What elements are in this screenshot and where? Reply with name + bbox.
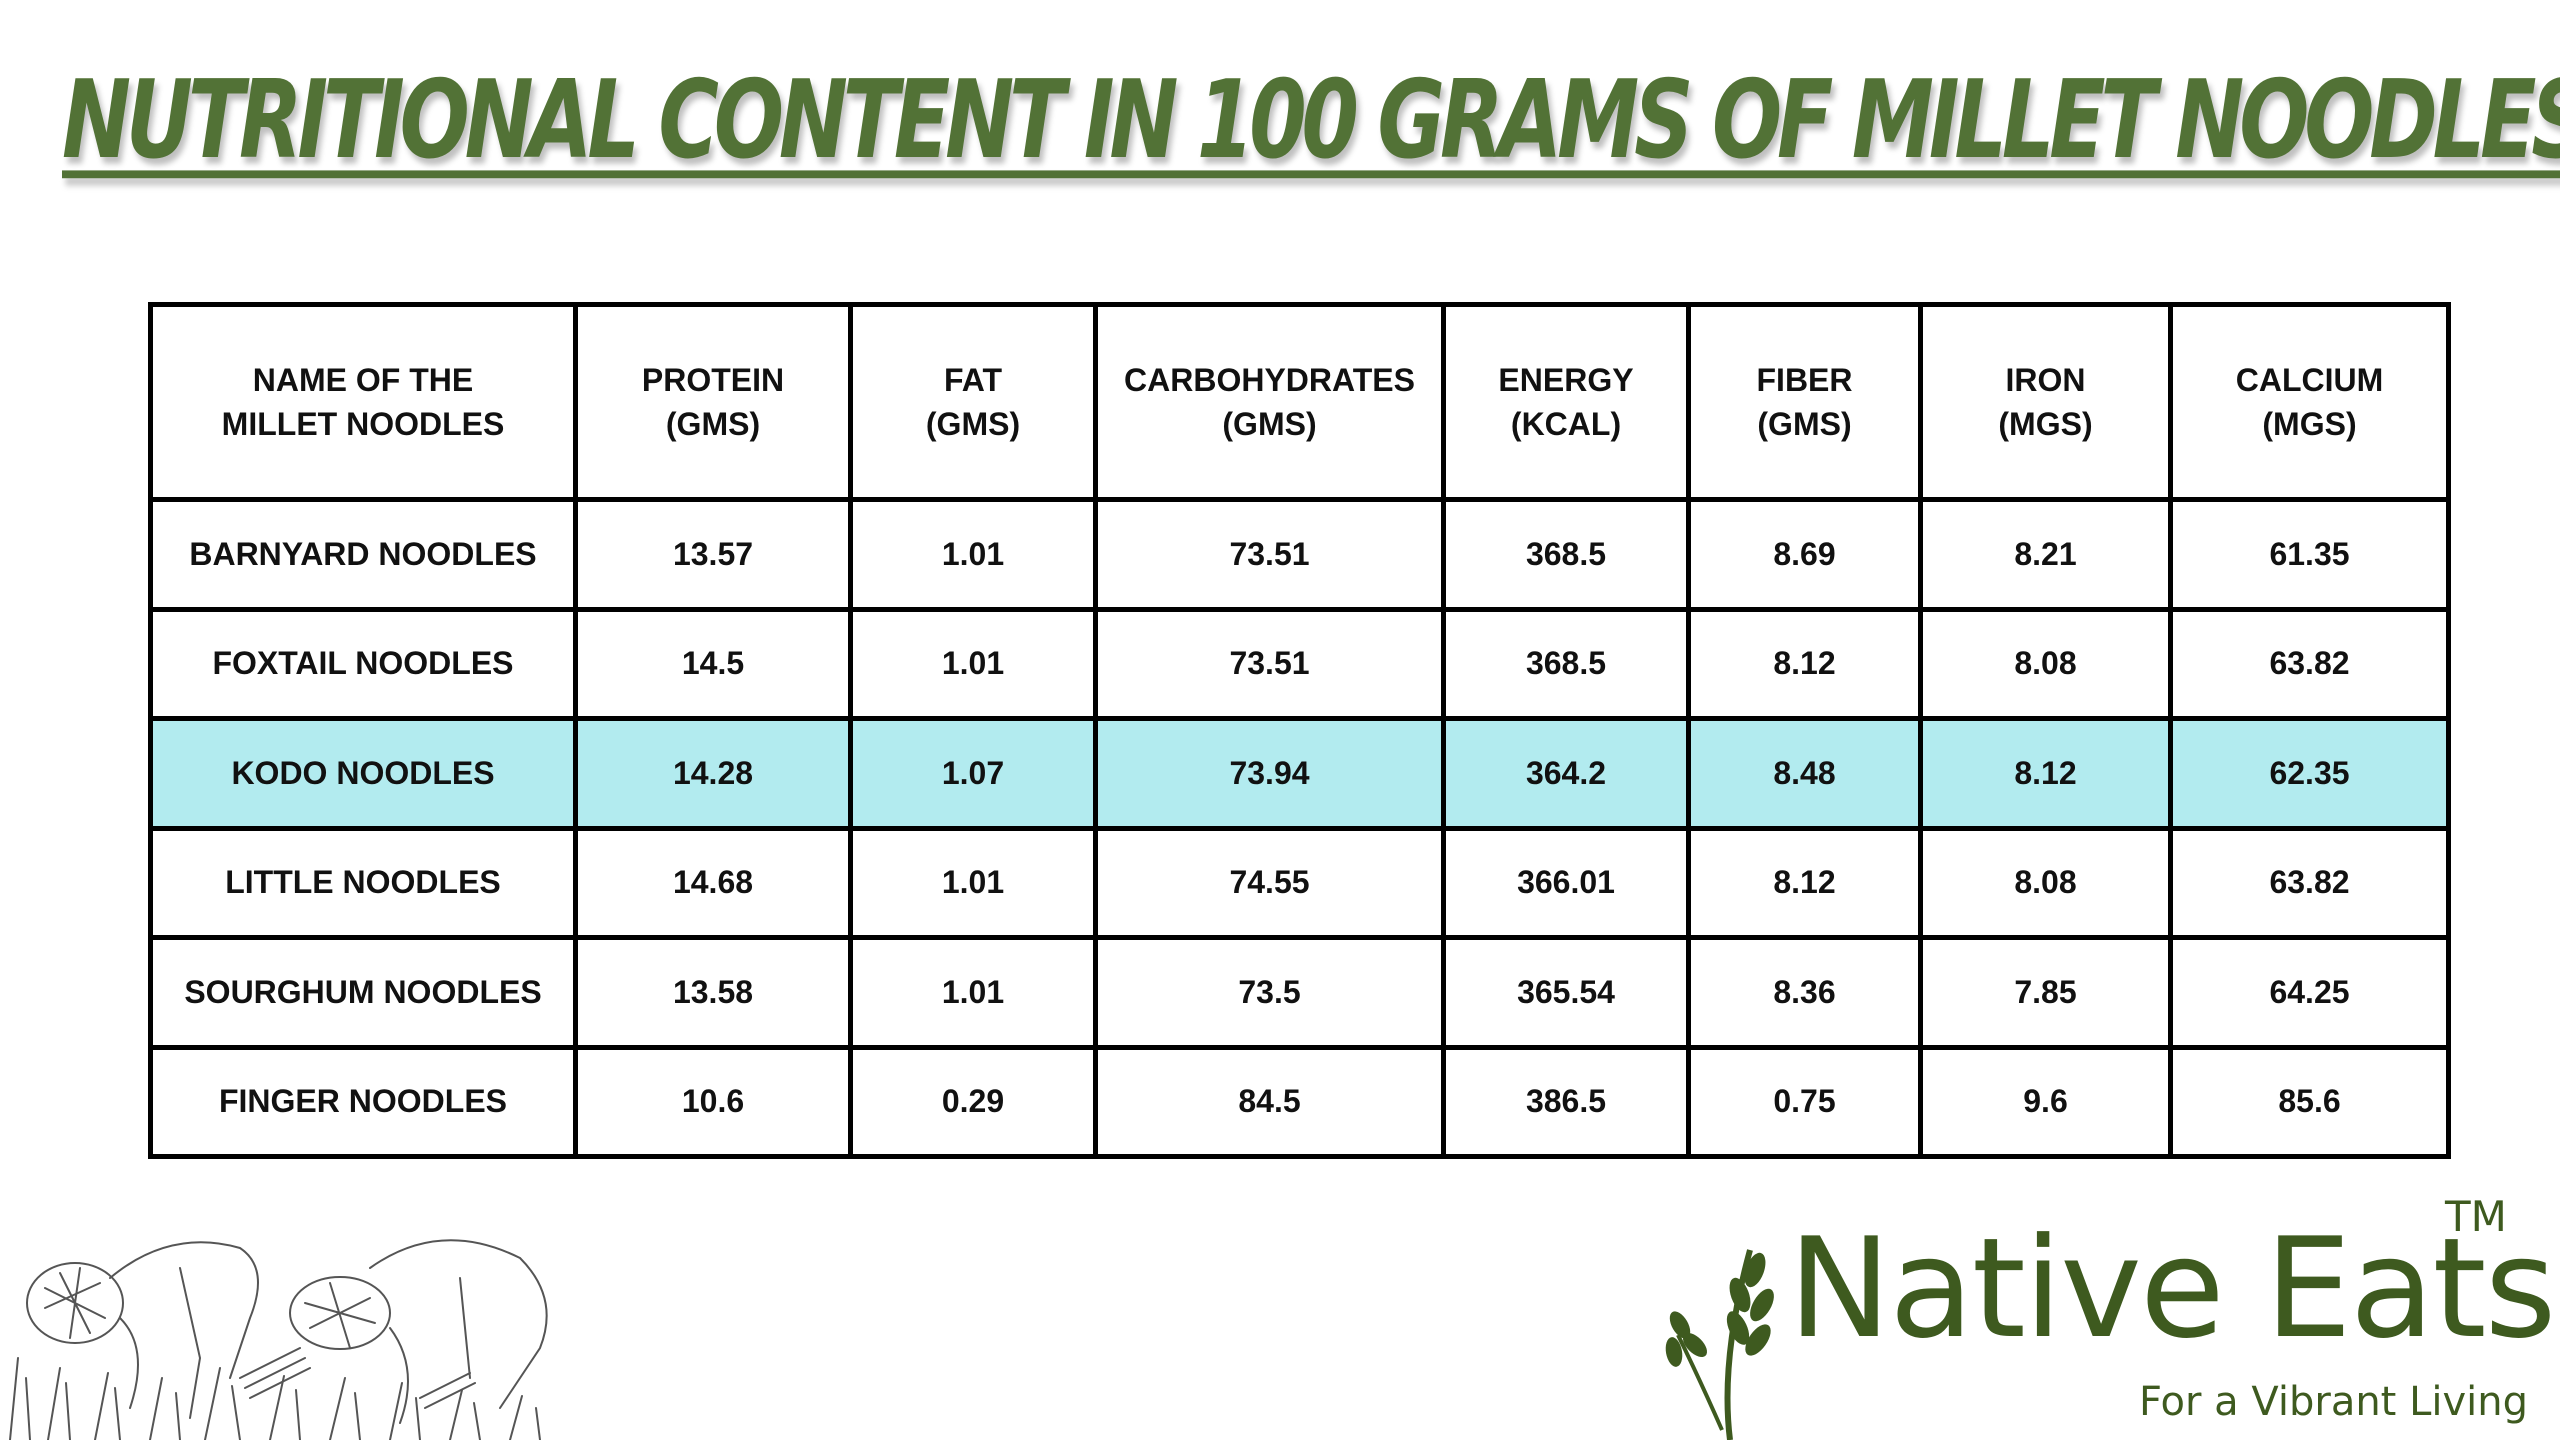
cell-energy: 366.01	[1441, 825, 1691, 940]
cell-protein: 14.28	[573, 716, 853, 831]
cell-iron: 8.08	[1918, 825, 2173, 940]
cell-energy: 365.54	[1441, 935, 1691, 1050]
header-fiber: FIBER (GMS)	[1686, 302, 1923, 502]
cell-protein: 13.57	[573, 497, 853, 612]
cell-fiber: 8.12	[1686, 825, 1923, 940]
cell-fiber: 0.75	[1686, 1044, 1923, 1159]
cell-protein: 14.68	[573, 825, 853, 940]
table-row: SOURGHUM NOODLES 13.58 1.01 73.5 365.54 …	[148, 935, 2451, 1050]
cell-name: BARNYARD NOODLES	[148, 497, 578, 612]
cell-fat: 1.01	[848, 825, 1098, 940]
header-name: NAME OF THE MILLET NOODLES	[148, 302, 578, 502]
cell-energy: 364.2	[1441, 716, 1691, 831]
cell-carbohydrates: 73.94	[1093, 716, 1446, 831]
cell-calcium: 63.82	[2168, 825, 2451, 940]
cell-calcium: 63.82	[2168, 606, 2451, 721]
cell-iron: 8.12	[1918, 716, 2173, 831]
cell-fat: 1.01	[848, 606, 1098, 721]
cell-calcium: 62.35	[2168, 716, 2451, 831]
cell-name: LITTLE NOODLES	[148, 825, 578, 940]
cell-iron: 8.08	[1918, 606, 2173, 721]
cell-carbohydrates: 73.51	[1093, 497, 1446, 612]
cell-fiber: 8.12	[1686, 606, 1923, 721]
page-title: NUTRITIONAL CONTENT IN 100 GRAMS OF MILL…	[62, 57, 2560, 183]
cell-fat: 1.01	[848, 935, 1098, 1050]
cell-protein: 10.6	[573, 1044, 853, 1159]
brand-tagline: For a Vibrant Living	[2138, 1379, 2528, 1425]
cell-energy: 386.5	[1441, 1044, 1691, 1159]
cell-carbohydrates: 73.5	[1093, 935, 1446, 1050]
farmers-illustration	[9, 1239, 548, 1440]
cell-fiber: 8.36	[1686, 935, 1923, 1050]
nutrition-table: NAME OF THE MILLET NOODLES PROTEIN (GMS) F…	[148, 302, 2451, 1159]
cell-fiber: 8.48	[1686, 716, 1923, 831]
header-energy: ENERGY (KCAL)	[1441, 302, 1691, 502]
cell-iron: 9.6	[1918, 1044, 2173, 1159]
cell-calcium: 85.6	[2168, 1044, 2451, 1159]
brand-logo: Native Eats TM For a Vibrant Living	[1640, 1196, 2556, 1440]
cell-fat: 1.07	[848, 716, 1098, 831]
cell-energy: 368.5	[1441, 606, 1691, 721]
cell-name: FOXTAIL NOODLES	[148, 606, 578, 721]
cell-carbohydrates: 84.5	[1093, 1044, 1446, 1159]
table-row: FINGER NOODLES 10.6 0.29 84.5 386.5 0.75…	[148, 1044, 2451, 1159]
cell-protein: 14.5	[573, 606, 853, 721]
trademark-symbol: TM	[2445, 1192, 2507, 1241]
cell-protein: 13.58	[573, 935, 853, 1050]
cell-calcium: 61.35	[2168, 497, 2451, 612]
cell-energy: 368.5	[1441, 497, 1691, 612]
cell-fat: 0.29	[848, 1044, 1098, 1159]
cell-carbohydrates: 73.51	[1093, 606, 1446, 721]
cell-iron: 8.21	[1918, 497, 2173, 612]
header-fat: FAT (GMS)	[848, 302, 1098, 502]
cell-name: FINGER NOODLES	[148, 1044, 578, 1159]
cell-fiber: 8.69	[1686, 497, 1923, 612]
table-row: LITTLE NOODLES 14.68 1.01 74.55 366.01 8…	[148, 825, 2451, 940]
header-carbohydrates: CARBOHYDRATES (GMS)	[1093, 302, 1446, 502]
cell-fat: 1.01	[848, 497, 1098, 612]
cell-carbohydrates: 74.55	[1093, 825, 1446, 940]
cell-name: SOURGHUM NOODLES	[148, 935, 578, 1050]
header-protein: PROTEIN (GMS)	[573, 302, 853, 502]
header-iron: IRON (MGS)	[1918, 302, 2173, 502]
table-header-row: NAME OF THE MILLET NOODLES PROTEIN (GMS) F…	[148, 302, 2451, 502]
header-calcium: CALCIUM (MGS)	[2168, 302, 2451, 502]
cell-iron: 7.85	[1918, 935, 2173, 1050]
table-row: BARNYARD NOODLES 13.57 1.01 73.51 368.5 …	[148, 497, 2451, 612]
brand-name: Native Eats	[1788, 1208, 2556, 1369]
table-row-highlighted: KODO NOODLES 14.28 1.07 73.94 364.2 8.48…	[148, 716, 2451, 831]
cell-calcium: 64.25	[2168, 935, 2451, 1050]
cell-name: KODO NOODLES	[148, 716, 578, 831]
table-row: FOXTAIL NOODLES 14.5 1.01 73.51 368.5 8.…	[148, 606, 2451, 721]
wheat-stalk-icon	[1665, 1249, 1774, 1440]
